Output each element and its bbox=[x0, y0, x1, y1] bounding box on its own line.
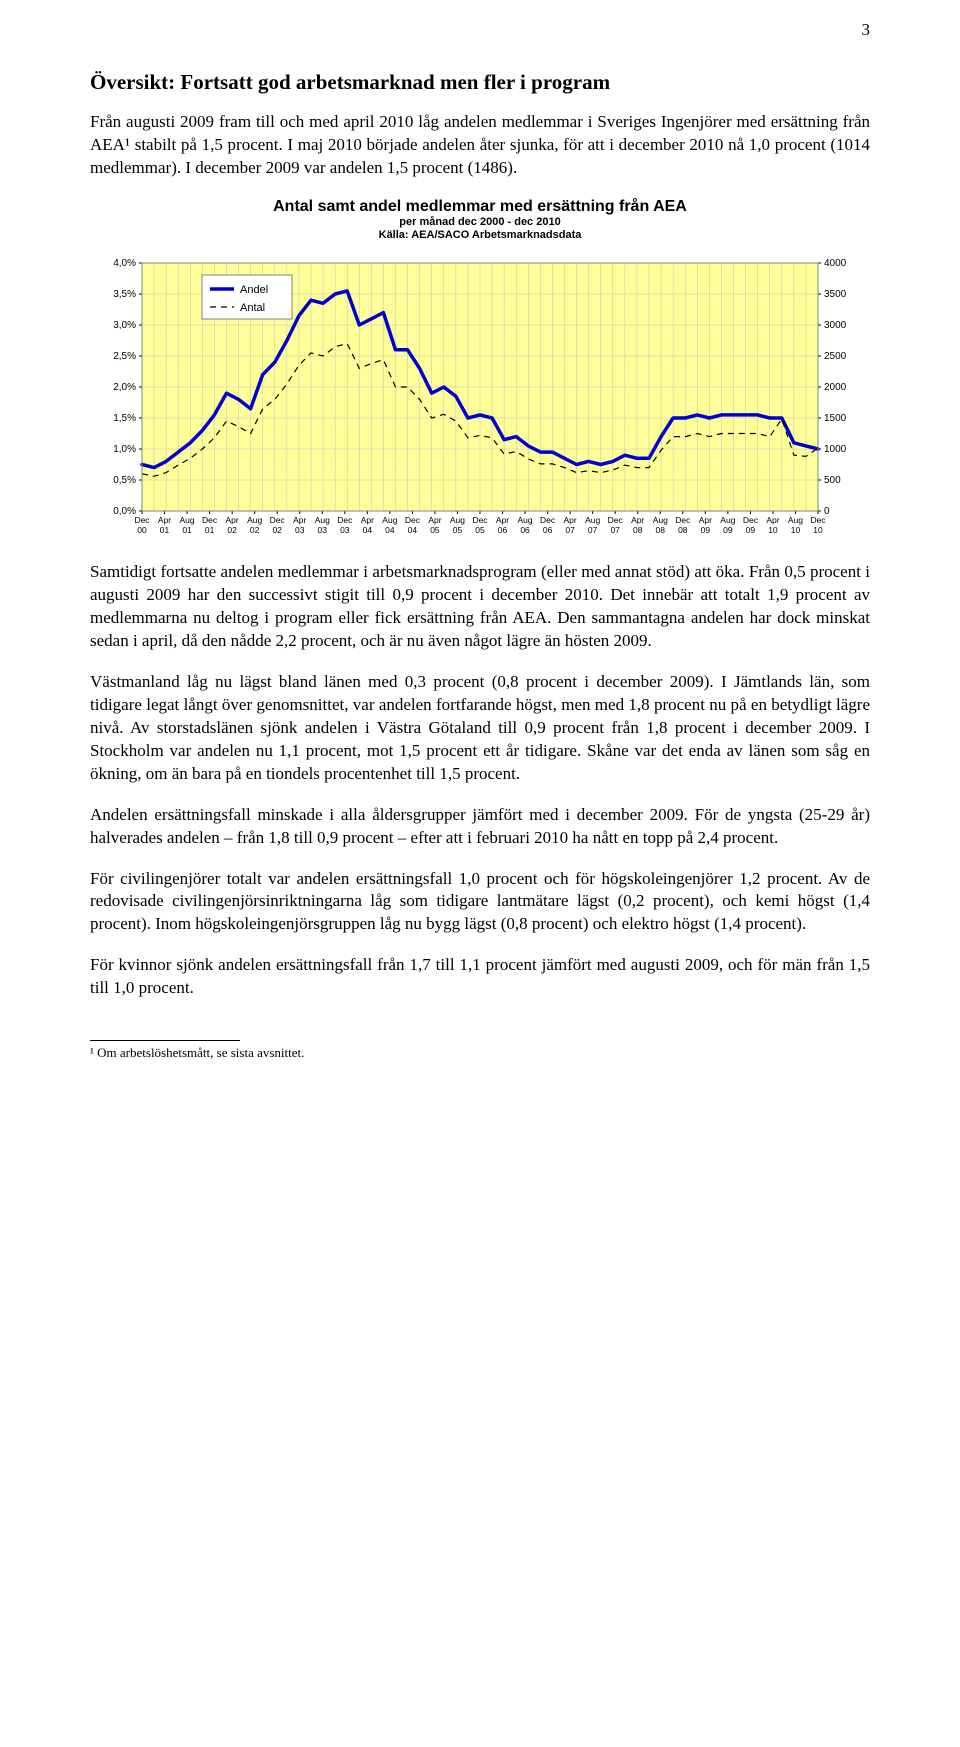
svg-text:1,0%: 1,0% bbox=[113, 444, 136, 455]
svg-text:03: 03 bbox=[318, 525, 328, 535]
svg-text:Apr: Apr bbox=[766, 515, 779, 525]
svg-text:1,5%: 1,5% bbox=[113, 413, 136, 424]
svg-text:2,0%: 2,0% bbox=[113, 382, 136, 393]
svg-text:Apr: Apr bbox=[496, 515, 509, 525]
svg-text:02: 02 bbox=[272, 525, 282, 535]
footnote: ¹ Om arbetslöshetsmått, se sista avsnitt… bbox=[90, 1045, 870, 1061]
svg-text:Apr: Apr bbox=[361, 515, 374, 525]
svg-text:Aug: Aug bbox=[720, 515, 735, 525]
svg-text:10: 10 bbox=[791, 525, 801, 535]
svg-text:03: 03 bbox=[295, 525, 305, 535]
svg-text:Aug: Aug bbox=[518, 515, 533, 525]
svg-text:4000: 4000 bbox=[824, 258, 847, 269]
paragraph-3: Västmanland låg nu lägst bland länen med… bbox=[90, 671, 870, 786]
chart-subtitle-2: Källa: AEA/SACO Arbetsmarknadsdata bbox=[379, 229, 582, 241]
svg-text:Dec: Dec bbox=[337, 515, 353, 525]
chart-subtitle-1: per månad dec 2000 - dec 2010 bbox=[399, 216, 560, 228]
svg-text:08: 08 bbox=[656, 525, 666, 535]
svg-text:05: 05 bbox=[453, 525, 463, 535]
svg-text:Dec: Dec bbox=[675, 515, 691, 525]
svg-text:Dec: Dec bbox=[810, 515, 826, 525]
chart-title: Antal samt andel medlemmar med ersättnin… bbox=[90, 198, 870, 216]
page-number: 3 bbox=[862, 20, 871, 40]
svg-text:Dec: Dec bbox=[743, 515, 759, 525]
svg-text:06: 06 bbox=[520, 525, 530, 535]
svg-text:09: 09 bbox=[701, 525, 711, 535]
svg-text:06: 06 bbox=[498, 525, 508, 535]
svg-text:Dec: Dec bbox=[405, 515, 421, 525]
page-title: Översikt: Fortsatt god arbetsmarknad men… bbox=[90, 70, 870, 95]
footnote-rule bbox=[90, 1040, 240, 1041]
svg-text:Apr: Apr bbox=[158, 515, 171, 525]
svg-text:Apr: Apr bbox=[564, 515, 577, 525]
svg-text:Apr: Apr bbox=[293, 515, 306, 525]
chart-container: Antal samt andel medlemmar med ersättnin… bbox=[90, 198, 870, 553]
svg-text:Antal: Antal bbox=[240, 302, 265, 314]
svg-text:2500: 2500 bbox=[824, 351, 847, 362]
svg-text:2,5%: 2,5% bbox=[113, 351, 136, 362]
svg-text:Dec: Dec bbox=[270, 515, 286, 525]
paragraph-5: För civilingenjörer totalt var andelen e… bbox=[90, 868, 870, 937]
svg-text:Andel: Andel bbox=[240, 284, 268, 296]
svg-text:08: 08 bbox=[678, 525, 688, 535]
svg-text:2000: 2000 bbox=[824, 382, 847, 393]
svg-text:Aug: Aug bbox=[450, 515, 465, 525]
svg-text:Dec: Dec bbox=[472, 515, 488, 525]
svg-text:01: 01 bbox=[182, 525, 192, 535]
svg-text:01: 01 bbox=[160, 525, 170, 535]
svg-text:02: 02 bbox=[227, 525, 237, 535]
svg-text:1500: 1500 bbox=[824, 413, 847, 424]
svg-text:Apr: Apr bbox=[699, 515, 712, 525]
svg-text:09: 09 bbox=[746, 525, 756, 535]
svg-text:Aug: Aug bbox=[382, 515, 397, 525]
svg-text:07: 07 bbox=[610, 525, 620, 535]
svg-text:4,0%: 4,0% bbox=[113, 258, 136, 269]
svg-text:0,0%: 0,0% bbox=[113, 506, 136, 517]
svg-text:Aug: Aug bbox=[788, 515, 803, 525]
svg-text:01: 01 bbox=[205, 525, 215, 535]
paragraph-6: För kvinnor sjönk andelen ersättningsfal… bbox=[90, 954, 870, 1000]
svg-text:3,5%: 3,5% bbox=[113, 289, 136, 300]
svg-text:Dec: Dec bbox=[608, 515, 624, 525]
svg-text:04: 04 bbox=[385, 525, 395, 535]
svg-text:Aug: Aug bbox=[585, 515, 600, 525]
svg-text:1000: 1000 bbox=[824, 444, 847, 455]
svg-text:02: 02 bbox=[250, 525, 260, 535]
svg-text:500: 500 bbox=[824, 475, 841, 486]
svg-text:Dec: Dec bbox=[134, 515, 150, 525]
svg-text:Aug: Aug bbox=[315, 515, 330, 525]
svg-text:Aug: Aug bbox=[653, 515, 668, 525]
paragraph-1: Från augusti 2009 fram till och med apri… bbox=[90, 111, 870, 180]
svg-text:09: 09 bbox=[723, 525, 733, 535]
svg-text:3,0%: 3,0% bbox=[113, 320, 136, 331]
paragraph-2: Samtidigt fortsatte andelen medlemmar i … bbox=[90, 561, 870, 653]
svg-text:Dec: Dec bbox=[540, 515, 556, 525]
svg-text:08: 08 bbox=[633, 525, 643, 535]
svg-text:Dec: Dec bbox=[202, 515, 218, 525]
chart-svg: 0,0% 0,5% 1,0% 1,5% 2,0% 2,5% 3,0% 3,5% 4,0% 05 00… bbox=[90, 253, 870, 553]
svg-text:Apr: Apr bbox=[631, 515, 644, 525]
svg-text:10: 10 bbox=[813, 525, 823, 535]
svg-text:0,5%: 0,5% bbox=[113, 475, 136, 486]
svg-text:Apr: Apr bbox=[428, 515, 441, 525]
svg-text:06: 06 bbox=[543, 525, 553, 535]
svg-text:10: 10 bbox=[768, 525, 778, 535]
svg-text:04: 04 bbox=[408, 525, 418, 535]
svg-text:07: 07 bbox=[588, 525, 598, 535]
svg-text:3000: 3000 bbox=[824, 320, 847, 331]
svg-text:00: 00 bbox=[137, 525, 147, 535]
svg-text:Aug: Aug bbox=[247, 515, 262, 525]
svg-text:04: 04 bbox=[363, 525, 373, 535]
svg-text:3500: 3500 bbox=[824, 289, 847, 300]
svg-text:Apr: Apr bbox=[226, 515, 239, 525]
paragraph-4: Andelen ersättningsfall minskade i alla … bbox=[90, 804, 870, 850]
svg-text:03: 03 bbox=[340, 525, 350, 535]
svg-text:07: 07 bbox=[565, 525, 575, 535]
svg-text:05: 05 bbox=[430, 525, 440, 535]
svg-text:05: 05 bbox=[475, 525, 485, 535]
svg-text:Aug: Aug bbox=[180, 515, 195, 525]
